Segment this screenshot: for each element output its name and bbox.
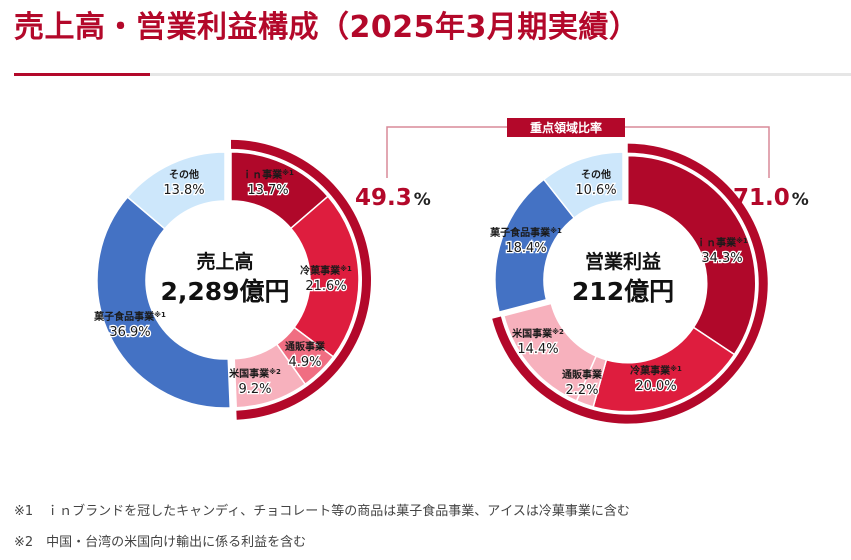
slice-label-name: 菓子食品事業※1 — [93, 310, 166, 323]
slice-label-name: 冷菓事業※1 — [300, 264, 352, 277]
slice-label-name: 通販事業 — [562, 368, 603, 381]
slice-label-name: ｉｎ事業※1 — [696, 236, 748, 249]
slice-label-name: 冷菓事業※1 — [630, 364, 682, 377]
slice-label-value: 2.2% — [565, 383, 598, 398]
slice-label-value: 10.6% — [575, 183, 616, 198]
slice-label-name: 菓子食品事業※1 — [489, 226, 562, 239]
slice-label-value: 34.3% — [701, 251, 742, 266]
title-accent-bar — [14, 73, 150, 76]
title-divider — [14, 73, 851, 76]
slice-label-name: 米国事業※2 — [512, 327, 564, 340]
donut-chart-2: ｉｎ事業※1 34.3% 冷菓事業※1 20.0% 通販事業 2.2% 米国事業※2 14.4… — [489, 143, 809, 424]
slice-label-value: 14.4% — [517, 342, 558, 357]
slice-label-value: 18.4% — [505, 241, 546, 256]
focus-share-value: 49.3% — [355, 185, 431, 211]
center-value: 212億円 — [572, 277, 674, 306]
slice-label-value: 4.9% — [288, 355, 321, 370]
slice-label-value: 13.7% — [247, 183, 288, 198]
footnote-2: ※2 中国・台湾の米国向け輸出に係る利益を含む — [14, 535, 307, 550]
page-title: 売上高・営業利益構成（2025年3月期実績） — [14, 10, 640, 45]
slice-label-name: その他 — [169, 168, 199, 181]
slice-label-value: 20.0% — [635, 379, 676, 394]
center-label: 営業利益 — [585, 250, 661, 273]
focus-bracket: 重点領域比率 — [386, 118, 770, 178]
slice-label-value: 13.8% — [163, 183, 204, 198]
slice-4 — [233, 343, 307, 409]
donut-chart-1: ｉｎ事業※1 13.7% 冷菓事業※1 21.6% 通販事業 4.9% 米国事業※2 9.2%… — [93, 139, 431, 420]
focus-label: 重点領域比率 — [530, 120, 602, 135]
donut-charts: ｉｎ事業※1 13.7% 冷菓事業※1 21.6% 通販事業 4.9% 米国事業※2 9.2%… — [93, 118, 809, 424]
footnote-1: ※1 ｉｎブランドを冠したキャンディ、チョコレート等の商品は菓子食品事業、アイス… — [14, 504, 630, 519]
focus-label-box — [507, 118, 625, 137]
focus-share-value: 71.0% — [733, 185, 809, 211]
center-label: 売上高 — [196, 250, 253, 273]
slice-1 — [626, 154, 757, 356]
slice-label-value: 21.6% — [305, 279, 346, 294]
slice-label-value: 9.2% — [238, 382, 271, 397]
slice-4 — [502, 302, 598, 402]
slice-6 — [542, 151, 624, 219]
slice-label-value: 36.9% — [109, 325, 150, 340]
slice-label-name: 通販事業 — [285, 340, 326, 353]
slice-label-name: ｉｎ事業※1 — [242, 168, 294, 181]
slice-6 — [126, 151, 226, 230]
slice-label-name: 米国事業※2 — [229, 367, 281, 380]
slice-label-name: その他 — [581, 168, 611, 181]
center-value: 2,289億円 — [160, 277, 289, 306]
slice-5 — [96, 196, 232, 409]
